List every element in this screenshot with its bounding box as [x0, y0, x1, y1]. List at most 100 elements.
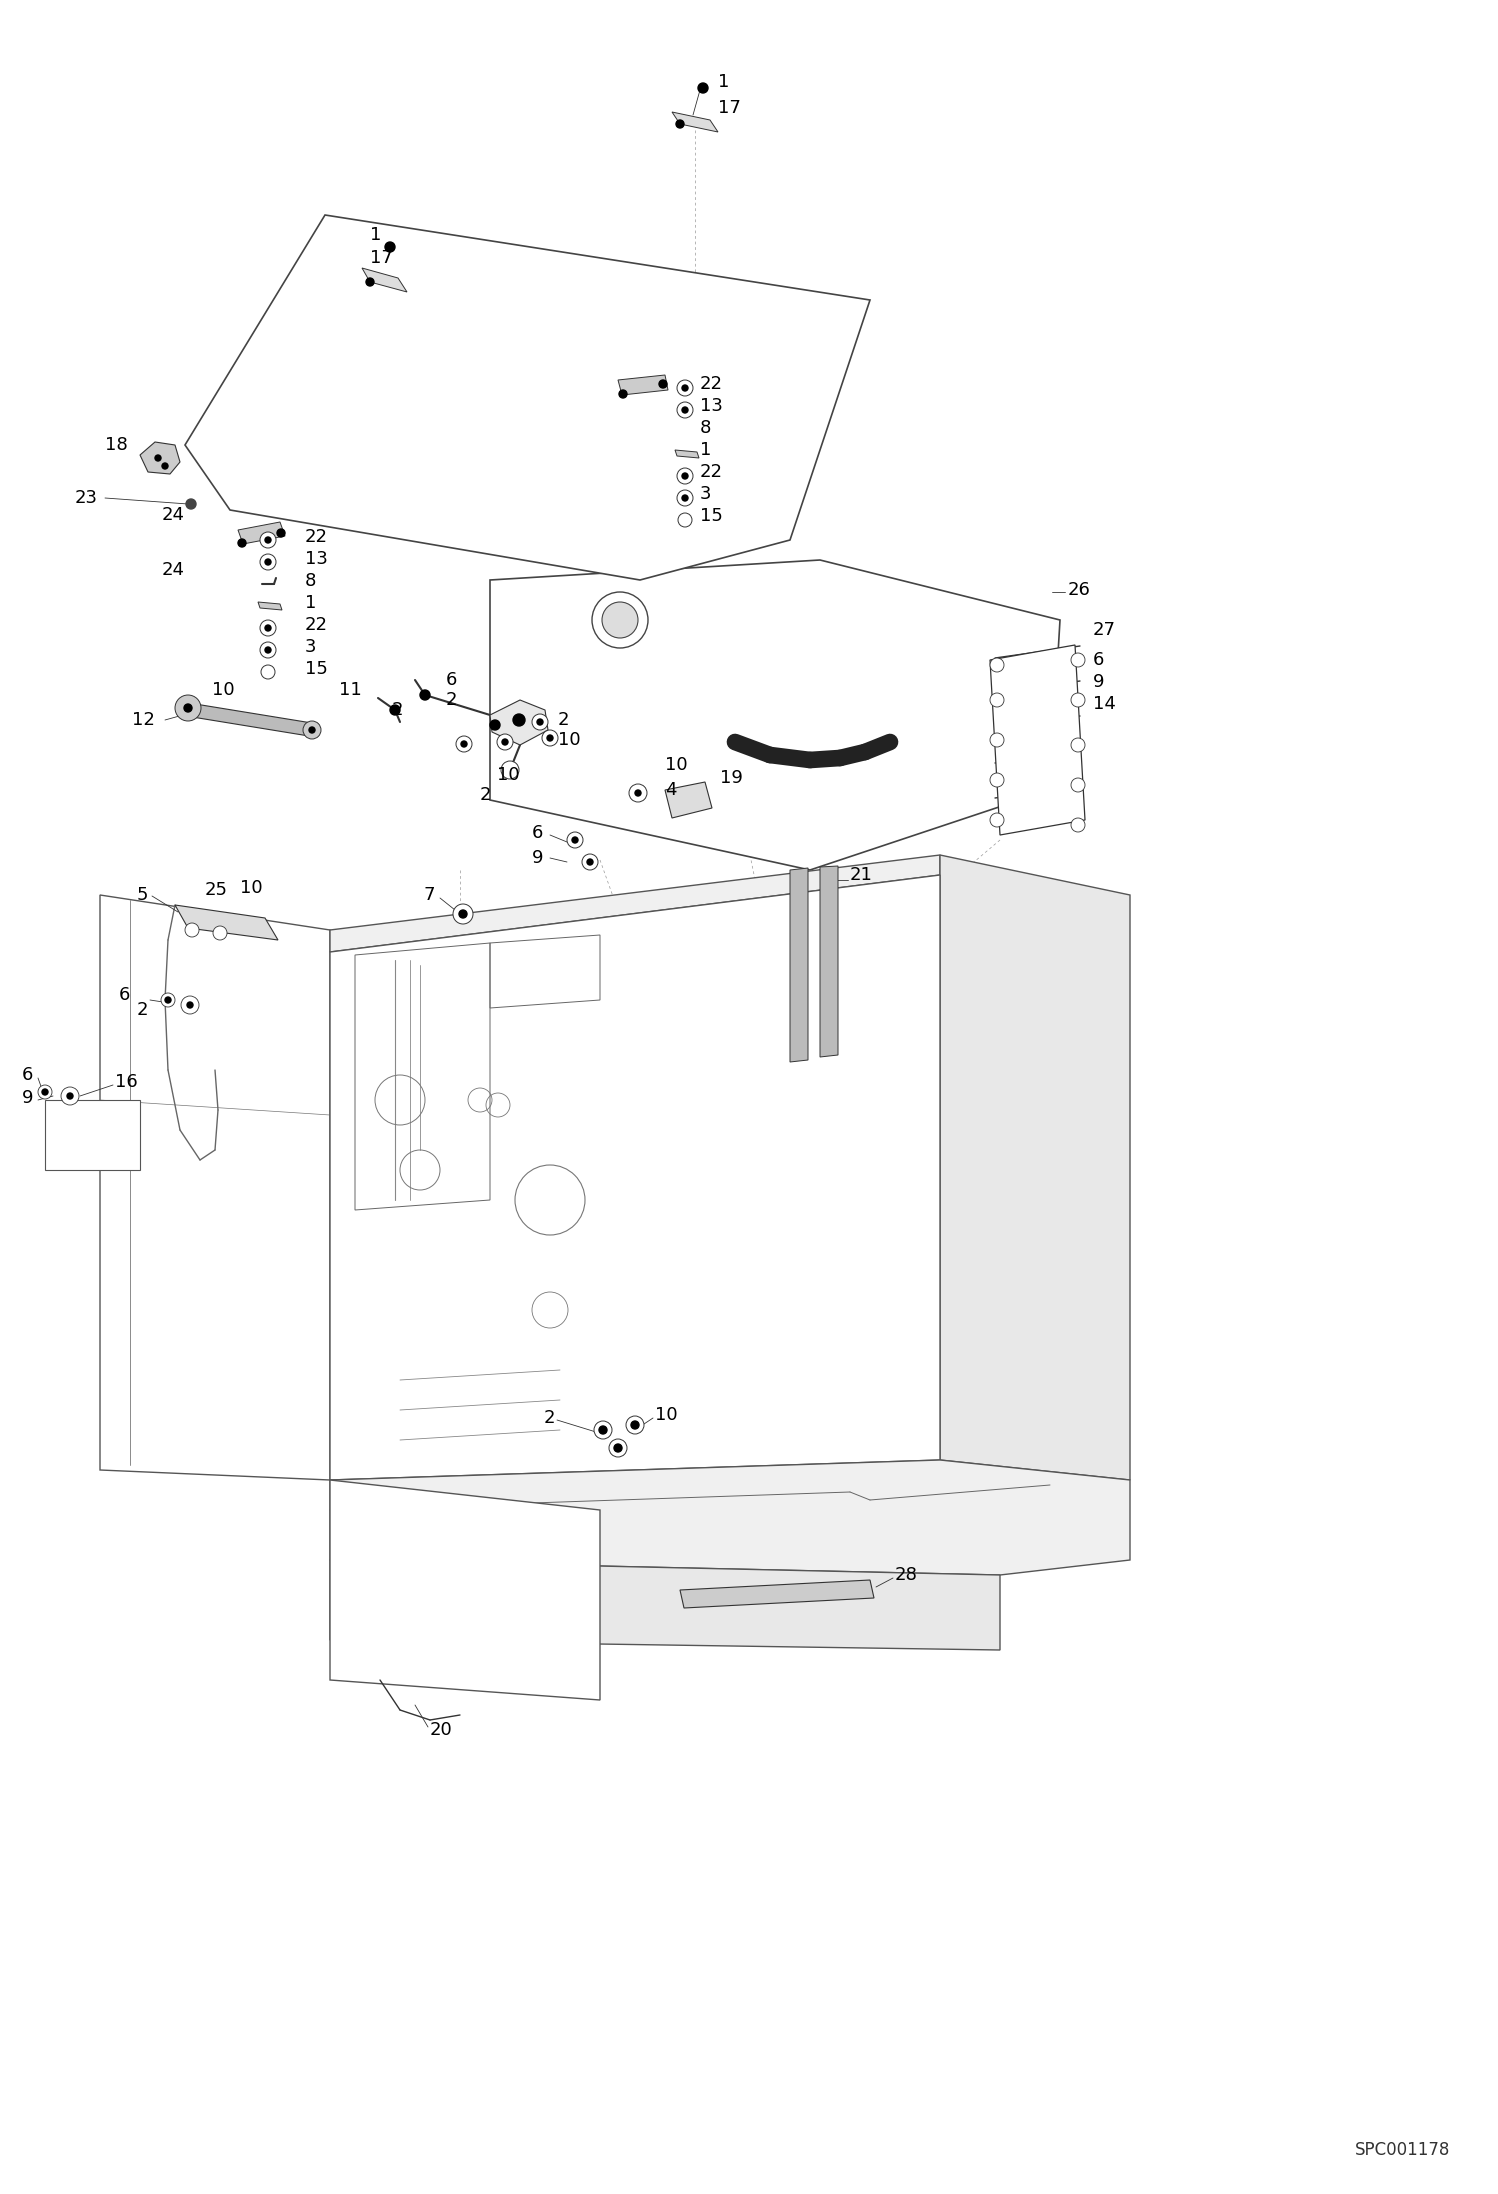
Text: 2: 2 [557, 711, 569, 728]
Circle shape [572, 836, 578, 842]
Circle shape [265, 559, 271, 566]
Polygon shape [490, 700, 548, 746]
Text: 11: 11 [339, 680, 363, 700]
Text: 6: 6 [22, 1066, 33, 1084]
Text: 17: 17 [370, 248, 392, 268]
Polygon shape [789, 869, 807, 1062]
Polygon shape [676, 450, 700, 459]
Polygon shape [819, 867, 837, 1058]
Circle shape [595, 1422, 613, 1439]
Text: 16: 16 [115, 1073, 138, 1090]
Polygon shape [180, 702, 318, 737]
Circle shape [990, 772, 1004, 788]
Circle shape [631, 1422, 640, 1428]
Circle shape [261, 621, 276, 636]
Polygon shape [680, 1580, 873, 1608]
Text: 1: 1 [370, 226, 382, 244]
Circle shape [635, 790, 641, 796]
Circle shape [452, 904, 473, 924]
Circle shape [626, 1415, 644, 1435]
Circle shape [619, 391, 628, 397]
Circle shape [502, 739, 508, 746]
Circle shape [500, 761, 518, 779]
Circle shape [42, 1088, 48, 1095]
Circle shape [37, 1086, 52, 1099]
Text: 10: 10 [665, 757, 688, 774]
Polygon shape [238, 522, 285, 544]
Circle shape [160, 994, 175, 1007]
Text: 22: 22 [306, 529, 328, 546]
Circle shape [583, 853, 598, 871]
Text: 2: 2 [392, 702, 403, 720]
Text: 24: 24 [162, 562, 184, 579]
Text: 13: 13 [700, 397, 724, 415]
Text: 10: 10 [213, 680, 235, 700]
Polygon shape [490, 559, 1061, 871]
Text: 2: 2 [479, 785, 491, 803]
Text: 23: 23 [75, 489, 97, 507]
Polygon shape [941, 856, 1129, 1481]
Text: 7: 7 [424, 886, 434, 904]
Text: 3: 3 [306, 638, 316, 656]
Circle shape [261, 643, 276, 658]
Polygon shape [330, 1459, 1129, 1575]
Polygon shape [330, 1481, 601, 1700]
Text: 27: 27 [1094, 621, 1116, 638]
Circle shape [217, 930, 223, 937]
Polygon shape [665, 781, 712, 818]
Circle shape [184, 704, 192, 713]
Circle shape [238, 540, 246, 546]
Circle shape [303, 722, 321, 739]
Polygon shape [330, 1560, 1001, 1650]
Text: 25: 25 [205, 882, 228, 900]
Circle shape [682, 408, 688, 412]
Circle shape [61, 1086, 79, 1106]
Text: 19: 19 [721, 770, 743, 788]
Circle shape [261, 555, 276, 570]
Text: 15: 15 [306, 660, 328, 678]
Circle shape [1071, 818, 1085, 832]
Text: 26: 26 [1068, 581, 1091, 599]
Text: 9: 9 [1094, 674, 1104, 691]
Text: 4: 4 [665, 781, 677, 799]
Polygon shape [184, 215, 870, 579]
Circle shape [677, 467, 694, 485]
Text: 15: 15 [700, 507, 724, 524]
Text: 10: 10 [497, 766, 520, 783]
Circle shape [1071, 693, 1085, 706]
Circle shape [536, 720, 542, 724]
Text: 2: 2 [445, 691, 457, 709]
Circle shape [265, 647, 271, 654]
Circle shape [682, 496, 688, 500]
Circle shape [676, 121, 685, 127]
Text: 6: 6 [532, 825, 542, 842]
Text: 1: 1 [700, 441, 712, 459]
Text: 14: 14 [1094, 695, 1116, 713]
Text: 18: 18 [105, 437, 127, 454]
Circle shape [67, 1093, 73, 1099]
Circle shape [990, 733, 1004, 746]
Circle shape [1071, 737, 1085, 753]
Circle shape [184, 924, 199, 937]
Circle shape [277, 529, 285, 538]
Circle shape [990, 814, 1004, 827]
Circle shape [592, 592, 649, 647]
Text: 10: 10 [240, 880, 262, 897]
Text: 6: 6 [1094, 652, 1104, 669]
Text: SPC001178: SPC001178 [1354, 2141, 1450, 2159]
Circle shape [385, 241, 395, 252]
Circle shape [461, 742, 467, 746]
Text: 13: 13 [306, 551, 328, 568]
Circle shape [990, 658, 1004, 671]
Circle shape [610, 1439, 628, 1457]
Text: 10: 10 [557, 731, 581, 748]
Text: 22: 22 [306, 617, 328, 634]
Circle shape [990, 693, 1004, 706]
Circle shape [587, 860, 593, 864]
Text: 1: 1 [306, 595, 316, 612]
Circle shape [261, 665, 276, 678]
Circle shape [1071, 779, 1085, 792]
Circle shape [505, 766, 515, 774]
Text: 28: 28 [894, 1567, 918, 1584]
Circle shape [309, 726, 315, 733]
